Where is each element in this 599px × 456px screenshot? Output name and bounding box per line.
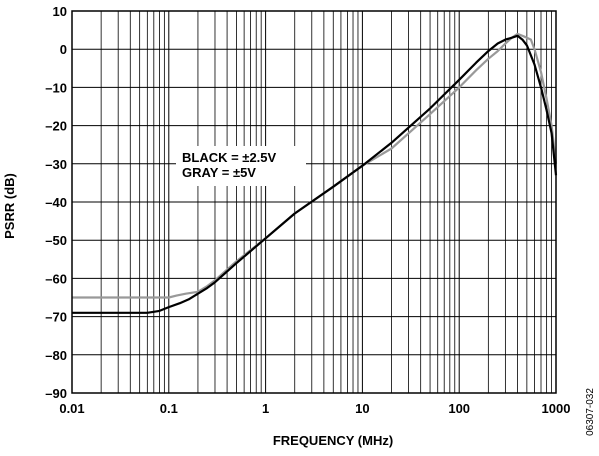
plot-frame (71, 10, 557, 394)
y-tick-label: –40 (45, 195, 67, 210)
x-tick-label: 100 (448, 401, 470, 416)
y-tick-label: 10 (53, 4, 67, 19)
y-tick-label: –80 (45, 348, 67, 363)
y-tick-label: 0 (60, 42, 67, 57)
y-tick-label: –30 (45, 157, 67, 172)
legend-box (176, 146, 306, 186)
y-tick-label: –60 (45, 271, 67, 286)
gray-series-line (72, 32, 558, 299)
black-series-line (72, 34, 558, 314)
legend-entry: GRAY = ±5V (182, 165, 256, 180)
legend-entry: BLACK = ±2.5V (182, 150, 277, 165)
y-tick-label: –10 (45, 80, 67, 95)
series-lines (72, 32, 558, 314)
axes: 100–10–20–30–40–50–60–70–80–900.01 0.1 1 10… (45, 4, 570, 416)
x-tick-label: 10 (355, 401, 369, 416)
x-axis-label: FREQUENCY (MHz) (273, 433, 393, 448)
y-tick-label: –70 (45, 310, 67, 325)
y-tick-label: –50 (45, 233, 67, 248)
y-tick-label: –20 (45, 119, 67, 134)
x-tick-label: 1000 (542, 401, 571, 416)
y-axis-label: PSRR (dB) (2, 173, 17, 239)
grid (71, 10, 556, 394)
x-tick-label: 1 (262, 401, 269, 416)
x-tick-label: 0.01 (59, 401, 84, 416)
figure-id: 06307-032 (585, 388, 596, 436)
x-tick-label: 0.1 (160, 401, 178, 416)
y-tick-label: –90 (45, 386, 67, 401)
